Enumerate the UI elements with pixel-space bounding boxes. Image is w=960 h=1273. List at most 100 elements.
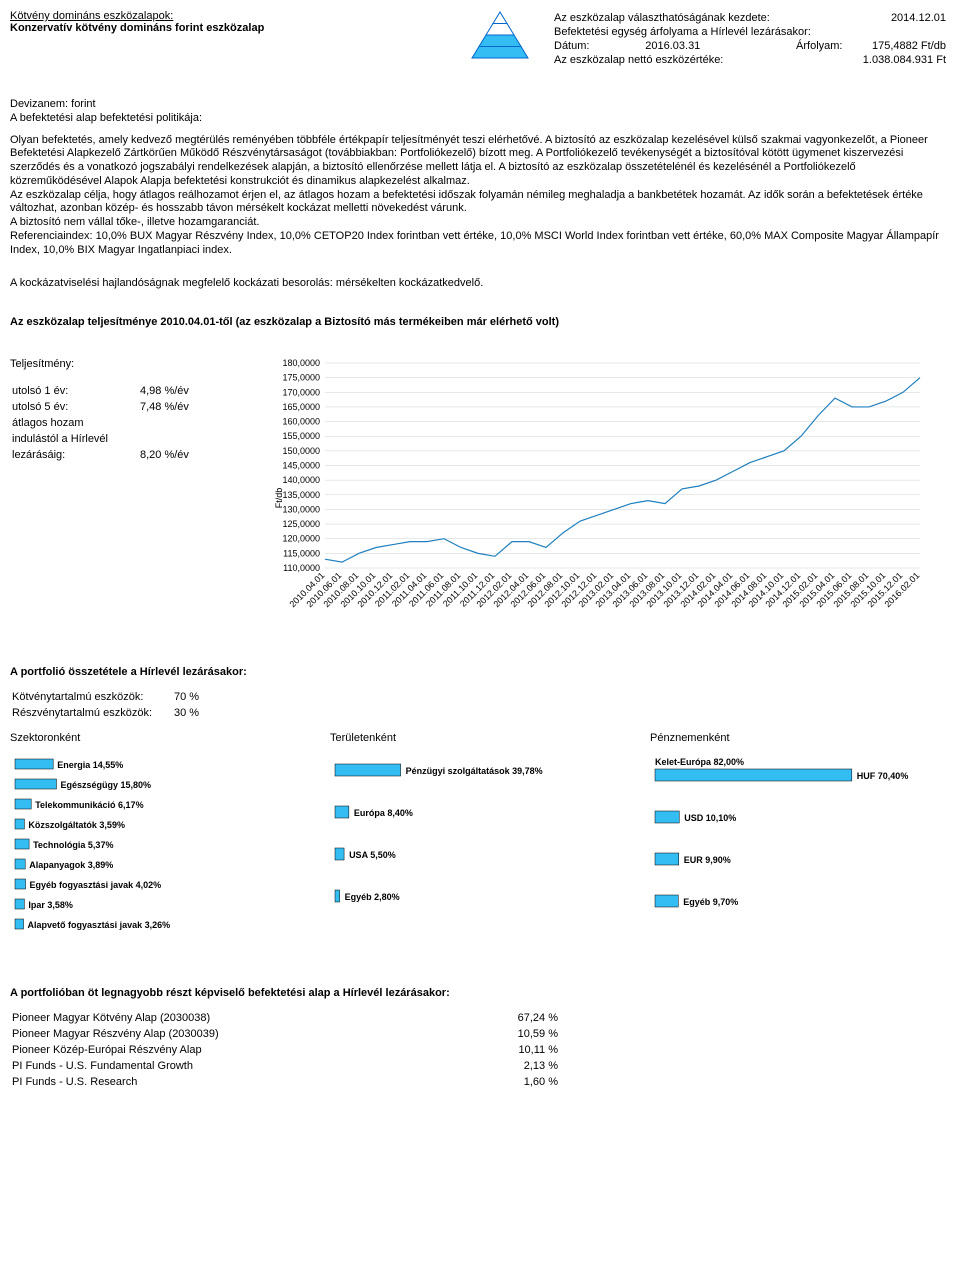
comp-value: 30 % [154, 706, 199, 720]
fund-name: Konzervatív kötvény domináns forint eszk… [10, 22, 450, 34]
composition-title: A portfolió összetétele a Hírlevél lezár… [10, 666, 950, 678]
perf-title: Az eszközalap teljesítménye 2010.04.01-t… [10, 316, 950, 328]
holdings-row: Pioneer Magyar Kötvény Alap (2030038)67,… [12, 1011, 558, 1025]
sector-col: Szektoronként Energia 14,55% Egészségügy … [10, 732, 310, 947]
perf-row-value: 7,48 %/év [110, 400, 189, 414]
svg-text:Technológia 5,37%: Technológia 5,37% [33, 840, 113, 850]
line-chart: 110,0000 115,0000 120,0000 125,0000 130,0000… [270, 358, 950, 641]
svg-text:110,0000: 110,0000 [283, 563, 320, 573]
svg-text:EUR 9,90%: EUR 9,90% [684, 855, 731, 865]
svg-text:Egyéb fogyasztási javak 4,02%: Egyéb fogyasztási javak 4,02% [30, 880, 162, 890]
svg-text:Ipar 3,58%: Ipar 3,58% [28, 900, 73, 910]
policy-body2: Az eszközalap célja, hogy átlagos reálho… [10, 189, 950, 217]
svg-text:Közszolgáltatók 3,59%: Közszolgáltatók 3,59% [28, 820, 125, 830]
holding-label: Pioneer Magyar Kötvény Alap (2030038) [12, 1011, 467, 1025]
breakdown-row: Szektoronként Energia 14,55% Egészségügy … [10, 732, 950, 947]
svg-text:USD 10,10%: USD 10,10% [684, 813, 736, 823]
currency-line: Devizanem: forint [10, 98, 950, 112]
nav-label: Befektetési egység árfolyama a Hírlevél … [552, 26, 948, 38]
start-date: 2014.12.01 [846, 12, 948, 24]
info-table: Az eszközalap választhatóságának kezdete… [550, 10, 950, 68]
holding-value: 2,13 % [469, 1059, 558, 1073]
svg-text:180,0000: 180,0000 [282, 358, 320, 368]
svg-text:Egyéb 9,70%: Egyéb 9,70% [683, 897, 738, 907]
avg-label: lezárásáig: [12, 448, 108, 462]
section-title: Kötvény domináns eszközalapok: [10, 10, 450, 22]
holding-value: 10,59 % [469, 1027, 558, 1041]
comp-row: Kötvénytartalmú eszközök: 70 % [12, 690, 199, 704]
svg-text:150,0000: 150,0000 [282, 446, 320, 456]
holding-label: PI Funds - U.S. Research [12, 1075, 467, 1089]
policy-block: Devizanem: forint A befektetési alap bef… [10, 98, 950, 291]
asset-label: Az eszközalap nettó eszközértéke: [552, 54, 777, 66]
svg-text:Telekommunikáció 6,17%: Telekommunikáció 6,17% [35, 800, 143, 810]
policy-label: A befektetési alap befektetési politikáj… [10, 112, 950, 126]
svg-text:160,0000: 160,0000 [282, 417, 320, 427]
pyramid-icon [470, 10, 530, 60]
price-label: Árfolyam: [779, 40, 845, 52]
comp-label: Részvénytartalmú eszközök: [12, 706, 152, 720]
holding-label: Pioneer Magyar Részvény Alap (2030039) [12, 1027, 467, 1041]
asset-unit: Ft [936, 54, 946, 66]
holding-value: 1,60 % [469, 1075, 558, 1089]
svg-text:HUF 70,40%: HUF 70,40% [857, 771, 909, 781]
svg-text:Alapvető fogyasztási javak 3,2: Alapvető fogyasztási javak 3,26% [28, 920, 171, 930]
avg-label: indulástól a Hírlevél [12, 432, 108, 446]
comp-value: 70 % [154, 690, 199, 704]
risk-line: A kockázatviselési hajlandóságnak megfel… [10, 277, 950, 291]
svg-text:Alapanyagok 3,89%: Alapanyagok 3,89% [29, 860, 113, 870]
perf-table: utolsó 1 év: 4,98 %/év utolsó 5 év: 7,48… [10, 382, 191, 464]
holding-label: PI Funds - U.S. Fundamental Growth [12, 1059, 467, 1073]
region-chart: Pénzügyi szolgáltatások 39,78% Európa 8,4… [330, 744, 630, 944]
perf-label: Teljesítmény: [10, 358, 240, 370]
svg-text:Energia 14,55%: Energia 14,55% [57, 760, 123, 770]
region-col: Területenként Pénzügyi szolgáltatások 39… [330, 732, 630, 947]
asset-value: 1.038.084.931 [863, 54, 933, 66]
header-right: Az eszközalap választhatóságának kezdete… [550, 10, 950, 68]
avg-label: átlagos hozam [12, 416, 108, 430]
holding-label: Pioneer Közép-Európai Részvény Alap [12, 1043, 467, 1057]
holding-value: 10,11 % [469, 1043, 558, 1057]
holdings-row: Pioneer Közép-Európai Részvény Alap10,11… [12, 1043, 558, 1057]
header-left: Kötvény domináns eszközalapok: Konzervat… [10, 10, 450, 34]
svg-text:135,0000: 135,0000 [282, 490, 320, 500]
region-title: Területenként [330, 732, 630, 744]
svg-text:145,0000: 145,0000 [282, 461, 320, 471]
holdings-row: PI Funds - U.S. Research1,60 % [12, 1075, 558, 1089]
holdings-row: PI Funds - U.S. Fundamental Growth2,13 % [12, 1059, 558, 1073]
svg-text:USA 5,50%: USA 5,50% [349, 850, 396, 860]
perf-left: Teljesítmény: utolsó 1 év: 4,98 %/év uto… [10, 358, 240, 641]
svg-text:Pénzügyi szolgáltatások 39,78%: Pénzügyi szolgáltatások 39,78% [406, 766, 543, 776]
perf-row: utolsó 1 év: 4,98 %/év [12, 384, 189, 398]
perf-row-label: utolsó 1 év: [12, 384, 108, 398]
perf-row-label: utolsó 5 év: [12, 400, 108, 414]
policy-guarantee: A biztosító nem vállal tőke-, illetve ho… [10, 216, 950, 230]
holdings-title: A portfolióban öt legnagyobb részt képvi… [10, 987, 950, 999]
svg-text:140,0000: 140,0000 [282, 475, 320, 485]
holdings-table: Pioneer Magyar Kötvény Alap (2030038)67,… [10, 1009, 560, 1091]
currency-chart: Kelet-Európa 82,00% HUF 70,40% USD 10,10% E… [650, 744, 960, 944]
avg-value: 8,20 %/év [110, 448, 189, 462]
comp-label: Kötvénytartalmú eszközök: [12, 690, 152, 704]
svg-text:125,0000: 125,0000 [282, 519, 320, 529]
svg-text:120,0000: 120,0000 [282, 534, 320, 544]
svg-text:155,0000: 155,0000 [282, 431, 320, 441]
perf-section: Teljesítmény: utolsó 1 év: 4,98 %/év uto… [10, 358, 950, 641]
policy-reference: Referenciaindex: 10,0% BUX Magyar Részvé… [10, 230, 950, 258]
sector-title: Szektoronként [10, 732, 310, 744]
date-value: 2016.03.31 [643, 40, 777, 52]
svg-text:Ft/db: Ft/db [274, 488, 284, 509]
svg-text:115,0000: 115,0000 [283, 548, 320, 558]
sector-chart: Energia 14,55% Egészségügy 15,80% Telekomm… [10, 744, 310, 944]
policy-body: Olyan befektetés, amely kedvező megtérül… [10, 134, 950, 189]
svg-text:Egészségügy 15,80%: Egészségügy 15,80% [60, 780, 151, 790]
currency-title: Pénznemenként [650, 732, 960, 744]
svg-text:Európa 8,40%: Európa 8,40% [354, 808, 413, 818]
svg-text:Kelet-Európa 82,00%: Kelet-Európa 82,00% [655, 757, 744, 767]
svg-text:130,0000: 130,0000 [282, 504, 320, 514]
svg-text:Egyéb 2,80%: Egyéb 2,80% [345, 892, 400, 902]
svg-text:170,0000: 170,0000 [282, 387, 320, 397]
price-unit: Ft/db [921, 40, 946, 52]
svg-text:165,0000: 165,0000 [282, 402, 320, 412]
comp-row: Részvénytartalmú eszközök: 30 % [12, 706, 199, 720]
